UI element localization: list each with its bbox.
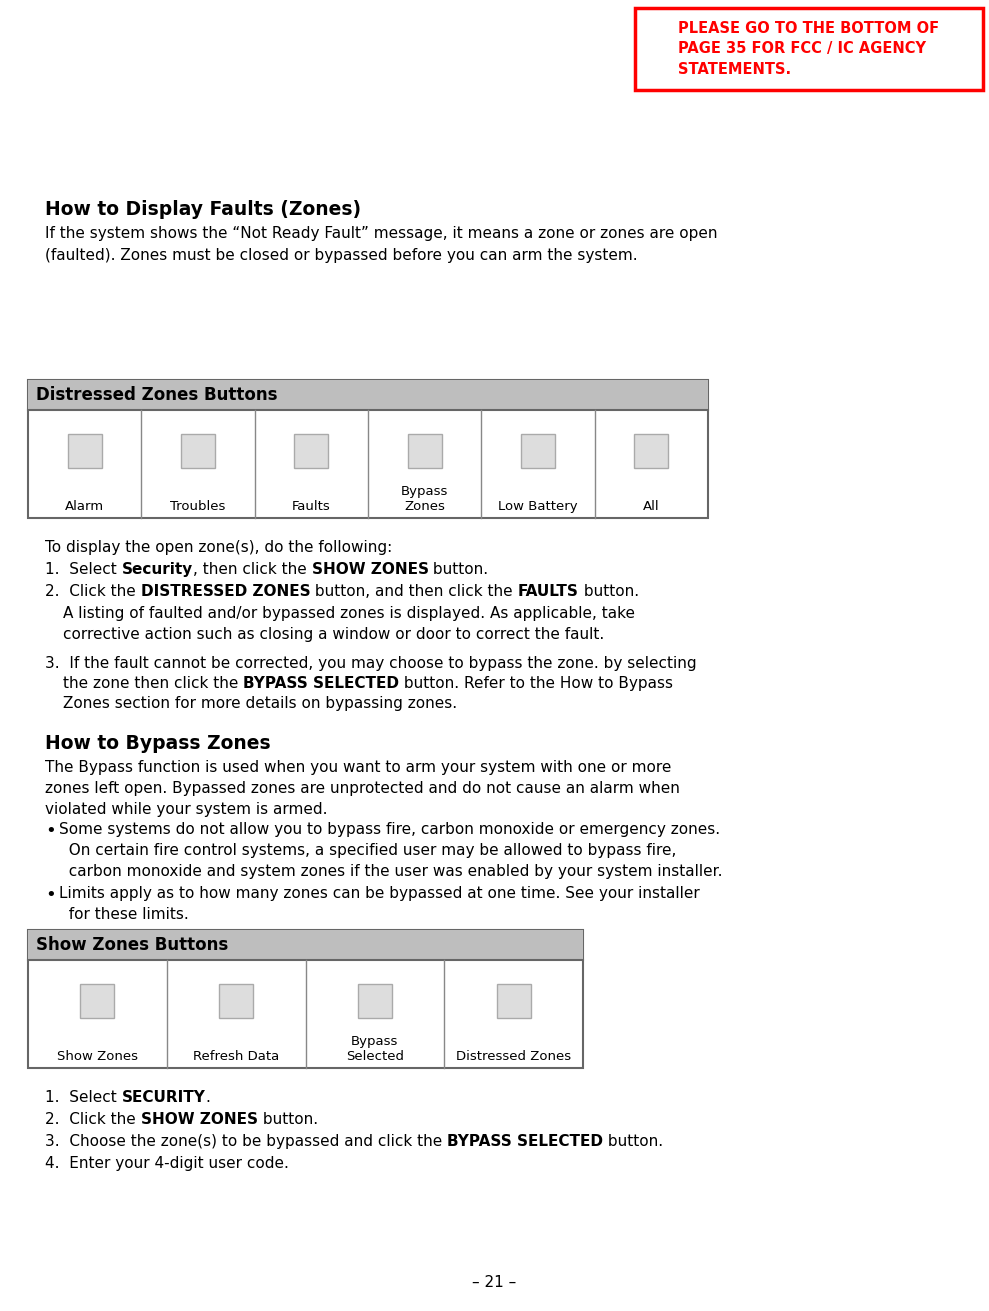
Text: Distressed Zones: Distressed Zones xyxy=(456,1050,572,1063)
Text: 2.  Click the: 2. Click the xyxy=(45,1112,140,1127)
Text: PLEASE GO TO THE BOTTOM OF
PAGE 35 FOR FCC / IC AGENCY
STATEMENTS.: PLEASE GO TO THE BOTTOM OF PAGE 35 FOR F… xyxy=(678,21,940,77)
Bar xyxy=(28,929,583,960)
Text: Faults: Faults xyxy=(292,499,330,513)
Text: 3.  Choose the zone(s) to be bypassed and click the: 3. Choose the zone(s) to be bypassed and… xyxy=(45,1134,447,1148)
Text: Zones section for more details on bypassing zones.: Zones section for more details on bypass… xyxy=(63,696,457,711)
Text: •: • xyxy=(45,886,55,905)
Text: 1.  Select: 1. Select xyxy=(45,1089,122,1105)
Bar xyxy=(521,434,555,468)
Text: If the system shows the “Not Ready Fault” message, it means a zone or zones are : If the system shows the “Not Ready Fault… xyxy=(45,225,717,262)
Text: 1.  Select: 1. Select xyxy=(45,562,122,577)
Bar xyxy=(80,985,115,1019)
Bar xyxy=(67,434,102,468)
Text: Distressed Zones Buttons: Distressed Zones Buttons xyxy=(36,385,278,404)
Bar xyxy=(634,434,669,468)
Text: Bypass
Zones: Bypass Zones xyxy=(401,485,448,513)
Text: 2.  Click the: 2. Click the xyxy=(45,583,140,599)
Text: Bypass
Selected: Bypass Selected xyxy=(346,1034,404,1063)
Text: button.: button. xyxy=(579,583,639,599)
Text: , then click the: , then click the xyxy=(193,562,312,577)
Text: All: All xyxy=(643,499,660,513)
Bar xyxy=(28,380,708,518)
Text: Troubles: Troubles xyxy=(170,499,225,513)
Text: .: . xyxy=(206,1089,211,1105)
Text: BYPASS SELECTED: BYPASS SELECTED xyxy=(243,676,400,691)
Text: DISTRESSED ZONES: DISTRESSED ZONES xyxy=(140,583,311,599)
Text: BYPASS SELECTED: BYPASS SELECTED xyxy=(447,1134,603,1148)
Text: Refresh Data: Refresh Data xyxy=(193,1050,279,1063)
Text: SECURITY: SECURITY xyxy=(122,1089,206,1105)
Text: Alarm: Alarm xyxy=(65,499,104,513)
Text: To display the open zone(s), do the following:: To display the open zone(s), do the foll… xyxy=(45,540,393,555)
Text: button. Refer to the How to Bypass: button. Refer to the How to Bypass xyxy=(400,676,674,691)
Text: – 21 –: – 21 – xyxy=(473,1276,516,1290)
Text: 4.  Enter your 4-digit user code.: 4. Enter your 4-digit user code. xyxy=(45,1156,289,1171)
Text: button.: button. xyxy=(603,1134,664,1148)
Text: button.: button. xyxy=(428,562,489,577)
Text: A listing of faulted and/or bypassed zones is displayed. As applicable, take
cor: A listing of faulted and/or bypassed zon… xyxy=(63,606,635,642)
Text: SHOW ZONES: SHOW ZONES xyxy=(312,562,428,577)
Text: button.: button. xyxy=(257,1112,317,1127)
Text: Show Zones: Show Zones xyxy=(57,1050,137,1063)
Bar xyxy=(28,929,583,1068)
Text: The Bypass function is used when you want to arm your system with one or more
zo: The Bypass function is used when you wan… xyxy=(45,760,679,817)
Bar xyxy=(496,985,531,1019)
Bar xyxy=(295,434,328,468)
Text: •: • xyxy=(45,822,55,840)
Bar xyxy=(220,985,253,1019)
Text: 3.  If the fault cannot be corrected, you may choose to bypass the zone. by sele: 3. If the fault cannot be corrected, you… xyxy=(45,656,696,671)
Text: Security: Security xyxy=(122,562,193,577)
Text: SHOW ZONES: SHOW ZONES xyxy=(140,1112,257,1127)
Bar xyxy=(407,434,442,468)
Bar xyxy=(28,380,708,410)
Bar xyxy=(358,985,392,1019)
Bar xyxy=(181,434,215,468)
Text: FAULTS: FAULTS xyxy=(518,583,579,599)
Text: Show Zones Buttons: Show Zones Buttons xyxy=(36,936,228,954)
Text: Some systems do not allow you to bypass fire, carbon monoxide or emergency zones: Some systems do not allow you to bypass … xyxy=(59,822,723,878)
Text: How to Display Faults (Zones): How to Display Faults (Zones) xyxy=(45,201,361,219)
Bar xyxy=(635,8,983,90)
Text: Limits apply as to how many zones can be bypassed at one time. See your installe: Limits apply as to how many zones can be… xyxy=(59,886,700,922)
Text: How to Bypass Zones: How to Bypass Zones xyxy=(45,734,271,753)
Text: the zone then click the: the zone then click the xyxy=(63,676,243,691)
Text: button, and then click the: button, and then click the xyxy=(311,583,518,599)
Text: Low Battery: Low Battery xyxy=(498,499,578,513)
